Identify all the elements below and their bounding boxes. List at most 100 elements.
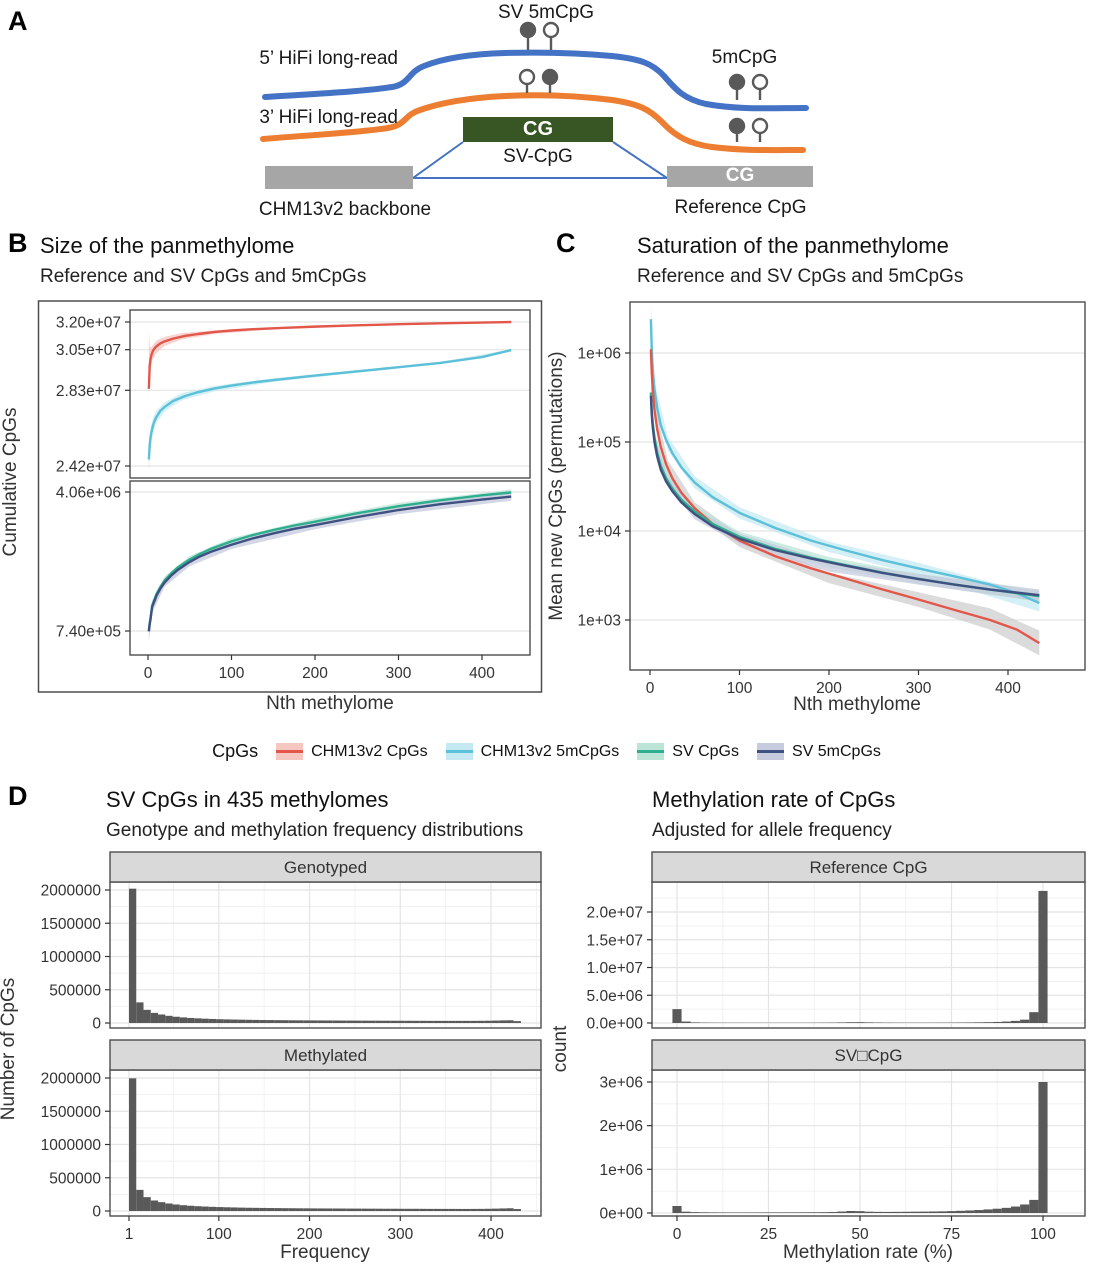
y-axis-title: count	[550, 1025, 571, 1072]
histogram-bar	[419, 1208, 427, 1211]
histogram-bar	[216, 1207, 224, 1211]
legend-key-line	[445, 750, 473, 753]
histogram-bar	[252, 1019, 260, 1023]
histogram-bar	[266, 1020, 275, 1023]
histogram-bar	[672, 1206, 682, 1213]
x-tick-label: 300	[387, 1226, 413, 1243]
histogram-bar	[419, 1020, 427, 1023]
histogram-bar	[295, 1208, 304, 1211]
methylated-cpg-icon	[728, 73, 746, 91]
ref-5mcpg-label: 5mCpG	[711, 47, 778, 68]
y-tick-label: 1000000	[41, 1137, 102, 1154]
histogram-bar	[974, 1210, 984, 1213]
facet-label: SV□CpG	[835, 1046, 903, 1065]
histogram-bar	[216, 1019, 224, 1023]
histogram-bar	[368, 1020, 376, 1023]
histogram-bar	[837, 1022, 847, 1023]
panel-d-right-subtitle: Adjusted for allele frequency	[652, 820, 892, 841]
y-tick-label: 0e+00	[599, 1206, 643, 1223]
panel-d-left-subtitle: Genotype and methylation frequency distr…	[106, 820, 524, 841]
histogram-bar	[699, 1212, 710, 1213]
y-tick-label: 3e+06	[599, 1075, 643, 1092]
x-tick-label: 50	[851, 1226, 869, 1243]
y-axis-title: Cumulative CpGs	[0, 408, 21, 557]
panel-border	[629, 301, 1086, 671]
chart-panel: 4.06e+06 7.40e+05 0 100 200 300 400	[56, 480, 531, 682]
methylated-cpg-icon	[541, 68, 559, 86]
y-tick-label: 5.0e+06	[587, 988, 643, 1005]
histogram-bar	[266, 1208, 275, 1211]
y-tick-label: 500000	[49, 1170, 101, 1187]
panel-d-left-chart: Genotyped2000000150000010000005000000Met…	[0, 851, 542, 1263]
panel-border	[129, 480, 531, 656]
x-axis-title: Nth methylome	[266, 693, 394, 714]
reference-cpg-box	[667, 166, 813, 187]
facet-strip	[651, 1039, 1086, 1071]
histogram-bar	[303, 1208, 311, 1211]
histogram-bar	[187, 1017, 195, 1023]
histogram-bar	[259, 1020, 267, 1023]
histogram-bar	[690, 1022, 700, 1023]
histogram-bar	[433, 1208, 442, 1211]
histogram-bar	[245, 1019, 253, 1023]
histogram-bar	[513, 1209, 521, 1211]
histogram-bar	[1010, 1206, 1021, 1213]
x-tick-label: 300	[906, 680, 932, 697]
legend-item: SV CpGs	[637, 743, 739, 761]
panel-border	[129, 309, 531, 479]
histogram-bar	[237, 1207, 246, 1211]
histogram-bar	[1010, 1020, 1021, 1023]
histogram-bar	[245, 1207, 253, 1211]
sv-cg-box-label: CG	[523, 118, 553, 140]
histogram-bar	[809, 1212, 819, 1213]
histogram-bar	[295, 1020, 304, 1023]
y-tick-label: 7.40e+05	[56, 624, 121, 641]
histogram-bar	[317, 1208, 325, 1211]
legend-item: CHM13v2 5mCpGs	[445, 742, 620, 761]
histogram-bar	[681, 1021, 691, 1023]
chart-panel: Genotyped 2000000 1500000 1000000 500000 0	[41, 851, 542, 1033]
x-tick-label: 200	[297, 1226, 323, 1243]
methylated-cpg-icon	[728, 117, 746, 135]
series-line	[649, 395, 1040, 597]
histogram-bar	[672, 1009, 682, 1023]
y-tick-label: 500000	[49, 982, 101, 999]
histogram-bar	[143, 1197, 151, 1211]
panel-b-outer-border	[37, 300, 543, 693]
histogram-bar	[346, 1020, 355, 1023]
histogram-bar	[827, 1212, 838, 1213]
histogram-bar	[928, 1211, 938, 1213]
facet-strip	[651, 851, 1086, 883]
series-line	[147, 495, 512, 632]
histogram-bar	[448, 1208, 456, 1211]
histogram-bar	[709, 1212, 719, 1213]
x-tick-label: 400	[995, 680, 1021, 697]
histogram-bar	[946, 1211, 957, 1213]
x-tick-label: 0	[646, 680, 655, 697]
unmethylated-cpg-icon	[542, 21, 560, 39]
legend-item-label: CHM13v2 5mCpGs	[480, 742, 620, 760]
histogram-bar	[462, 1208, 471, 1211]
legend-key-icon	[276, 743, 304, 760]
panel-c-label: C	[556, 228, 576, 258]
y-tick-label: 3.05e+07	[56, 342, 121, 359]
panel-c-subtitle: Reference and SV CpGs and 5mCpGs	[637, 266, 964, 287]
x-tick-label: 300	[386, 665, 412, 682]
histogram-bar	[937, 1211, 947, 1213]
y-tick-label: 2e+06	[599, 1118, 643, 1135]
y-tick-label: 1e+03	[577, 613, 621, 630]
histogram-bar	[346, 1208, 355, 1211]
backbone-label: CHM13v2 backbone	[258, 199, 432, 220]
histogram-bar	[470, 1208, 478, 1211]
histogram-bar	[317, 1020, 325, 1023]
histogram-bar	[1038, 890, 1048, 1023]
histogram-bar	[837, 1211, 847, 1213]
series-line	[147, 320, 512, 389]
panel-b-label: B	[8, 228, 28, 258]
histogram-bar	[910, 1211, 920, 1213]
histogram-bar	[506, 1208, 514, 1211]
histogram-bar	[484, 1208, 492, 1211]
histogram-bar	[208, 1018, 217, 1023]
y-tick-label: 2.0e+07	[587, 905, 643, 922]
